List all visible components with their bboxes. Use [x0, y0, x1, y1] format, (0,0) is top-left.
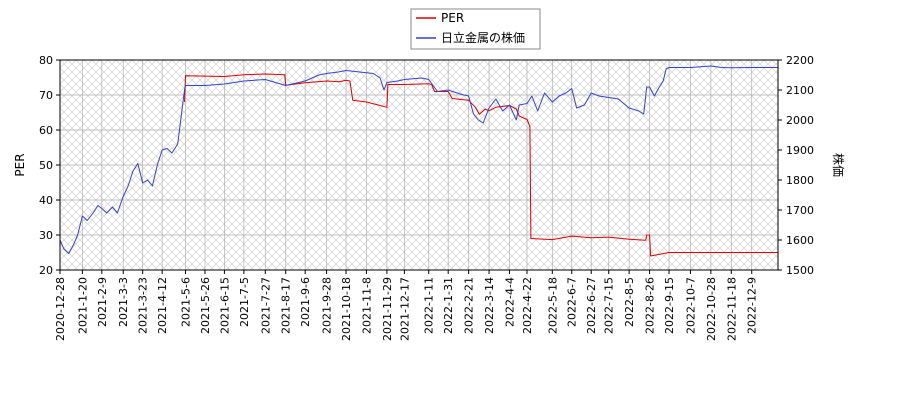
x-tick-label: 2021-10-18	[340, 277, 353, 341]
y-axis-right-title: 株価	[831, 153, 846, 177]
x-tick-label: 2021-6-15	[218, 277, 231, 334]
x-tick-label: 2022-1-31	[442, 277, 455, 334]
series-line-per	[184, 73, 778, 257]
x-tick-label: 2022-4-22	[521, 277, 534, 334]
x-tick-label: 2021-5-26	[199, 277, 212, 334]
x-tick-label: 2022-11-18	[725, 277, 738, 341]
x-tick-label: 2022-1-11	[423, 277, 436, 334]
x-tick-label: 2020-12-28	[54, 277, 67, 341]
y-left-tick-label: 70	[39, 89, 53, 102]
x-tick-label: 2022-6-27	[585, 277, 598, 334]
x-tick-label: 2021-3-23	[137, 277, 150, 334]
y-right-tick-label: 2000	[786, 114, 814, 127]
y-left-tick-label: 20	[39, 264, 53, 277]
grid-lines	[59, 59, 778, 271]
x-tick-label: 2022-12-9	[746, 277, 759, 334]
x-tick-label: 2021-1-20	[76, 277, 89, 334]
y-left-tick-label: 40	[39, 194, 53, 207]
x-tick-label: 2022-8-5	[623, 277, 636, 327]
x-tick-label: 2021-9-6	[299, 277, 312, 327]
series-lines	[59, 65, 778, 257]
x-tick-label: 2022-5-18	[546, 277, 559, 334]
y-left-tick-label: 50	[39, 159, 53, 172]
x-tick-label: 2021-5-6	[180, 277, 193, 327]
series-line-stock-price	[59, 65, 778, 254]
y-right-tick-label: 2200	[786, 54, 814, 67]
x-tick-label: 2022-9-15	[663, 277, 676, 334]
x-tick-label: 2022-6-7	[566, 277, 579, 327]
x-tick-label: 2022-4-4	[503, 277, 516, 327]
x-tick-label: 2022-2-21	[463, 277, 476, 334]
y-left-tick-label: 60	[39, 124, 53, 137]
legend-label-per: PER	[441, 11, 464, 25]
x-tick-label: 2021-8-17	[280, 277, 293, 334]
x-tick-label: 2021-7-27	[259, 277, 272, 334]
legend-label-stock-price: 日立金属の株価	[441, 30, 525, 45]
x-tick-label: 2022-3-14	[483, 277, 496, 334]
x-tick-label: 2022-10-28	[705, 277, 718, 341]
legend-box	[410, 8, 541, 50]
x-tick-label: 2022-7-15	[603, 277, 616, 334]
x-tick-label: 2021-7-5	[238, 277, 251, 327]
x-tick-label: 2022-10-7	[684, 277, 697, 334]
x-tick-label: 2021-4-12	[156, 277, 169, 334]
y-right-tick-label: 1700	[786, 204, 814, 217]
y-left-tick-label: 30	[39, 229, 53, 242]
y-right-tick-label: 1800	[786, 174, 814, 187]
x-tick-label: 2021-12-17	[398, 277, 411, 341]
x-tick-label: 2021-9-28	[321, 277, 334, 334]
y-left-tick-label: 80	[39, 54, 53, 67]
axes: 20 30 40 50 60 70 80 1500 1600 1700 1800 1900 2000 21…	[39, 54, 814, 341]
y-right-tick-label: 1900	[786, 144, 814, 157]
x-tick-label: 2021-2-9	[96, 277, 109, 327]
x-tick-label: 2021-3-3	[117, 277, 130, 327]
y-axis-left-title: PER	[13, 153, 27, 176]
y-right-tick-label: 2100	[786, 84, 814, 97]
x-tick-label: 2021-11-8	[360, 277, 373, 334]
x-tick-label: 2022-8-26	[644, 277, 657, 334]
legend: PER 日立金属の株価	[410, 8, 541, 50]
x-tick-label: 2021-11-29	[381, 277, 394, 341]
y-right-tick-label: 1600	[786, 234, 814, 247]
y-right-tick-label: 1500	[786, 264, 814, 277]
